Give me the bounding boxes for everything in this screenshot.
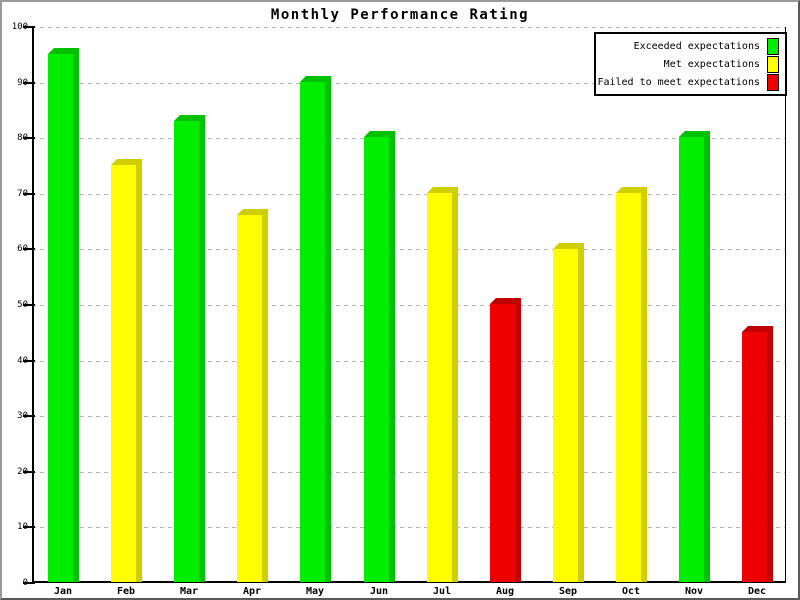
y-tick-label: 10: [17, 522, 28, 533]
bar-sep: [553, 243, 584, 582]
y-tick-label: 90: [17, 77, 28, 88]
bar-front-face: [174, 121, 199, 582]
gridline: [32, 471, 786, 473]
bar-jun: [364, 131, 395, 582]
y-axis-tick: [23, 137, 35, 140]
y-tick-label: 80: [17, 133, 28, 144]
bar-apr: [237, 209, 268, 582]
y-axis-tick: [23, 81, 35, 84]
bar-mar: [174, 115, 205, 582]
x-tick-label: Nov: [684, 586, 704, 597]
bar-front-face: [48, 54, 73, 582]
legend-label: Failed to meet expectations: [597, 76, 760, 88]
bar-jan: [48, 48, 79, 582]
bar-front-face: [679, 137, 704, 582]
y-tick-label: 30: [17, 411, 28, 422]
bar-side-face: [641, 187, 647, 582]
gridline: [32, 416, 786, 418]
y-tick-label: 40: [17, 355, 28, 366]
bar-front-face: [490, 304, 515, 582]
bar-side-face: [452, 187, 458, 582]
bar-nov: [679, 131, 710, 582]
gridline: [32, 527, 786, 529]
y-tick-label: 0: [22, 578, 28, 588]
gridline: [32, 138, 786, 140]
x-tick-label: May: [305, 586, 325, 597]
gridline: [32, 193, 786, 195]
chart-title: Monthly Performance Rating: [270, 7, 530, 23]
bar-front-face: [616, 193, 641, 582]
legend-swatch: [767, 37, 779, 55]
plot-area: [23, 26, 786, 584]
legend-swatch: [767, 73, 779, 91]
bar-side-face: [767, 326, 773, 582]
bar-aug: [490, 298, 521, 582]
y-tick-label: 60: [17, 244, 28, 255]
bar-side-face: [199, 115, 205, 582]
bar-front-face: [300, 82, 325, 582]
legend-label: Met expectations: [663, 58, 760, 70]
x-tick-label: Aug: [495, 586, 515, 597]
bar-dec: [742, 326, 773, 582]
bar-side-face: [325, 76, 331, 582]
bar-side-face: [262, 209, 268, 582]
bar-front-face: [111, 165, 136, 582]
gridline: [32, 82, 786, 84]
gridline: [32, 249, 786, 251]
legend-item: Exceeded expectations: [600, 37, 779, 55]
legend-item: Failed to meet expectations: [597, 73, 779, 91]
y-axis-tick: [23, 582, 35, 584]
y-axis-line: [32, 27, 34, 583]
x-tick-label: Jan: [53, 586, 73, 597]
bar-jul: [427, 187, 458, 582]
y-axis-tick: [23, 248, 35, 251]
x-tick-label: Jun: [369, 586, 389, 597]
x-tick-label: Jul: [432, 586, 452, 597]
gridline: [32, 305, 786, 306]
bar-side-face: [136, 159, 142, 582]
gridline: [32, 27, 786, 28]
right-border-line: [785, 27, 786, 583]
bar-front-face: [427, 193, 452, 582]
legend-label: Exceeded expectations: [633, 40, 760, 52]
legend: Exceeded expectations Met expectations Fai…: [594, 32, 787, 96]
bar-front-face: [553, 249, 578, 582]
x-tick-label: Dec: [747, 586, 767, 597]
y-axis-tick: [23, 192, 35, 195]
x-tick-label: Apr: [242, 586, 262, 597]
y-tick-label: 50: [17, 300, 28, 310]
bar-side-face: [389, 131, 395, 582]
y-axis-tick: [23, 470, 35, 473]
x-tick-label: Mar: [179, 586, 199, 597]
x-tick-label: Feb: [116, 586, 136, 597]
x-tick-label: Sep: [558, 586, 578, 597]
y-axis-tick: [23, 359, 35, 362]
y-tick-label: 20: [17, 466, 28, 477]
y-tick-label: 70: [17, 188, 28, 199]
bar-front-face: [237, 215, 262, 582]
y-axis-tick: [23, 415, 35, 418]
x-axis-line: [32, 581, 786, 583]
bar-front-face: [742, 332, 767, 582]
bar-side-face: [704, 131, 710, 582]
bar-side-face: [73, 48, 79, 582]
bar-side-face: [515, 298, 521, 582]
bar-oct: [616, 187, 647, 582]
legend-item: Met expectations: [600, 55, 779, 73]
bar-may: [300, 76, 331, 582]
gridline: [32, 360, 786, 362]
x-tick-label: Oct: [621, 586, 641, 597]
bar-front-face: [364, 137, 389, 582]
y-axis-tick: [23, 526, 35, 529]
y-tick-label: 100: [11, 22, 28, 32]
y-axis-tick: [23, 304, 35, 306]
legend-swatch: [767, 55, 779, 73]
y-axis-tick: [23, 26, 35, 28]
bar-feb: [111, 159, 142, 582]
bar-side-face: [578, 243, 584, 582]
